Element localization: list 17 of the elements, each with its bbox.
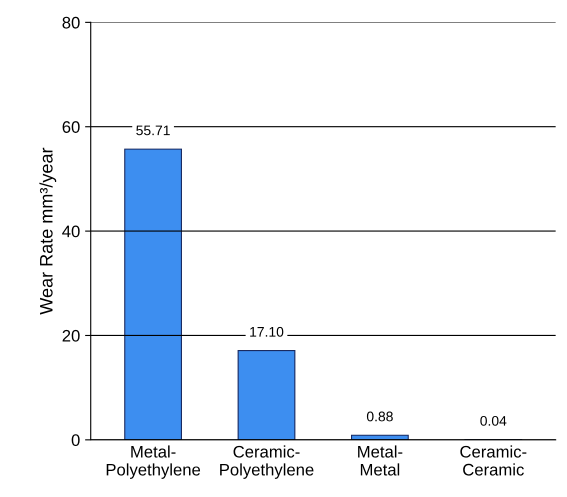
x-tick-label: Ceramic- Ceramic: [460, 445, 526, 476]
data-label: 17.10: [250, 326, 284, 337]
x-tick-label: Metal- Polyethylene: [106, 445, 200, 479]
y-axis-title: Wear Rate mm³/year: [39, 148, 56, 315]
y-tick-label: 20: [62, 330, 80, 342]
y-tick-label: 40: [62, 226, 80, 238]
data-label: 0.88: [366, 412, 393, 422]
y-tick-label: 80: [62, 16, 80, 29]
x-tick-label: Metal- Metal: [358, 445, 402, 476]
bar: [124, 148, 182, 440]
x-tick-label: Ceramic- Polyethylene: [220, 445, 314, 479]
y-tick-label: 0: [72, 434, 80, 446]
data-label: 0.04: [480, 416, 506, 426]
bar: [350, 434, 409, 440]
y-tick-label: 60: [62, 121, 80, 133]
bar: [238, 350, 296, 440]
data-label: 55.71: [136, 126, 170, 136]
